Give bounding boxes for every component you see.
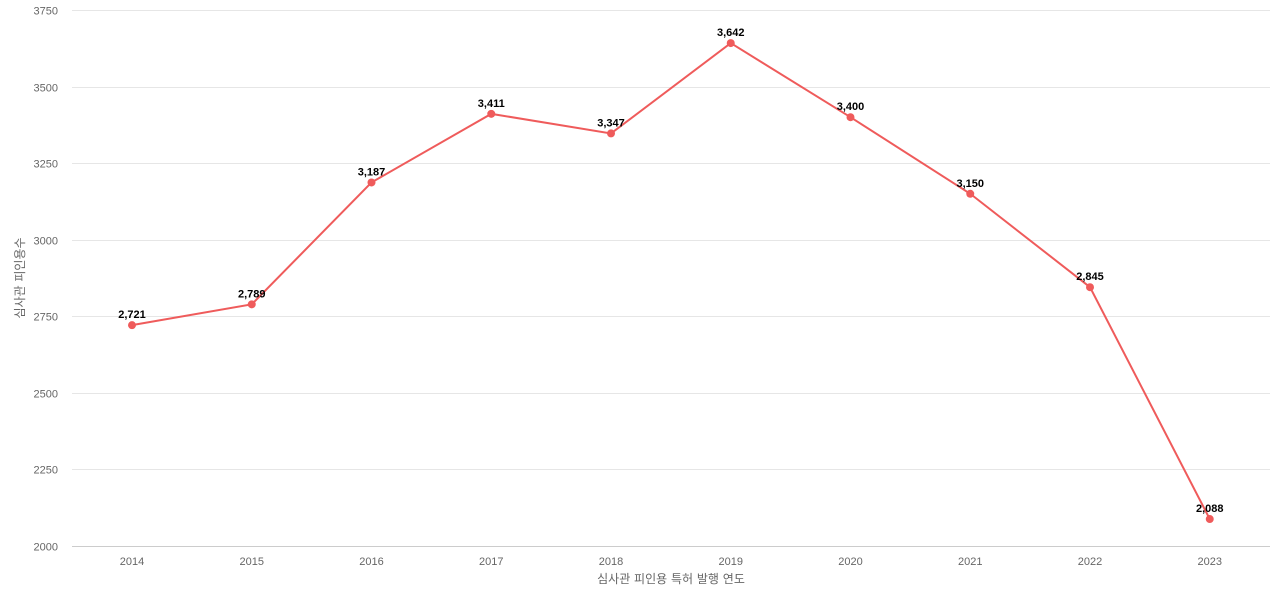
x-tick-label: 2017: [479, 556, 503, 568]
data-label: 3,642: [717, 27, 745, 39]
data-point[interactable]: [1086, 283, 1094, 292]
x-axis-ticks: 2014 2015 2016 2017 2018 2019 2020 2021 2022 2023: [120, 556, 1222, 568]
data-point[interactable]: [846, 113, 855, 122]
data-point[interactable]: [128, 321, 136, 330]
data-point[interactable]: [367, 178, 376, 187]
data-label: 3,411: [478, 98, 505, 110]
data-label: 2,088: [1196, 503, 1224, 515]
data-label: 3,347: [597, 117, 625, 129]
series-line: [131, 41, 1211, 520]
x-tick-label: 2016: [359, 556, 383, 568]
y-axis-ticks: 2000 2250 2500 2750 3000 3250 3500 3750: [34, 6, 58, 554]
data-point[interactable]: [487, 109, 496, 118]
data-label: 2,721: [118, 309, 146, 321]
y-tick-label: 3500: [34, 83, 58, 95]
y-tick-label: 2750: [34, 312, 58, 324]
y-tick-label: 2000: [34, 542, 58, 554]
x-tick-label: 2014: [120, 556, 144, 568]
y-tick-label: 3000: [34, 236, 58, 248]
y-tick-label: 2250: [34, 465, 58, 477]
data-point[interactable]: [726, 39, 735, 48]
data-label: 2,789: [238, 288, 266, 300]
data-label: 3,150: [956, 178, 984, 190]
y-axis-title: 심사관 피인용수: [13, 237, 27, 318]
y-tick-label: 2500: [34, 389, 58, 401]
x-tick-label: 2023: [1198, 556, 1222, 568]
data-point[interactable]: [966, 189, 975, 198]
data-point[interactable]: [247, 300, 256, 309]
grid-layer: [72, 10, 1270, 547]
series-layer: [128, 39, 1214, 524]
x-tick-label: 2018: [599, 556, 623, 568]
data-point[interactable]: [1205, 515, 1214, 524]
x-tick-label: 2020: [838, 556, 862, 568]
data-label: 3,400: [837, 101, 865, 113]
x-tick-label: 2021: [958, 556, 982, 568]
data-label: 3,187: [358, 166, 386, 178]
x-tick-label: 2022: [1078, 556, 1102, 568]
x-axis-title: 심사관 피인용 특허 발행 연도: [597, 571, 745, 586]
data-label: 2,845: [1076, 271, 1104, 283]
x-tick-label: 2015: [240, 556, 264, 568]
y-tick-label: 3250: [34, 159, 58, 171]
x-tick-label: 2019: [719, 556, 743, 568]
y-tick-label: 3750: [34, 6, 58, 18]
data-point[interactable]: [607, 129, 615, 138]
data-labels-layer: 2,721 2,789 3,187 3,411 3,347 3,642 3,400 3,150…: [118, 27, 1223, 515]
